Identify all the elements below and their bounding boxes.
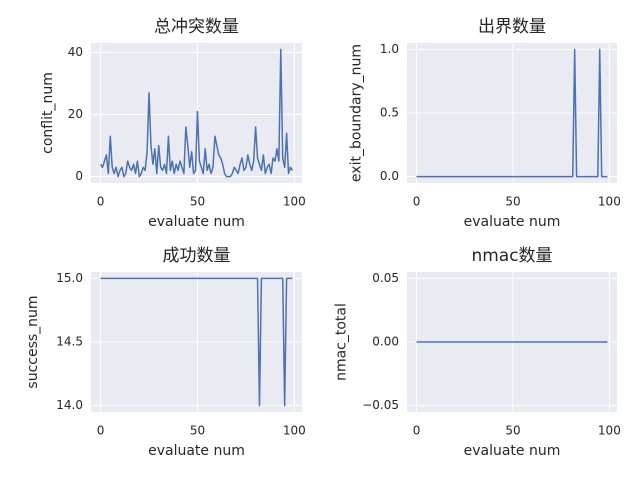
y-tick-label: 15.0 xyxy=(56,271,83,285)
x-tick-label: 50 xyxy=(505,195,520,209)
x-tick-label: 50 xyxy=(190,195,205,209)
y-axis-label: success_num xyxy=(25,295,41,388)
x-axis-label: evaluate num xyxy=(464,443,561,459)
y-tick-label: 20 xyxy=(68,107,83,121)
data-line xyxy=(99,48,294,178)
x-tick-label: 0 xyxy=(413,195,421,209)
y-tick-label: 1.0 xyxy=(380,42,399,56)
subplot-title: 成功数量 xyxy=(163,246,231,266)
x-tick-label: 0 xyxy=(97,195,105,209)
y-axis-label: nmac_total xyxy=(334,303,350,381)
x-tick-label: 100 xyxy=(598,424,621,438)
data-line xyxy=(416,48,608,178)
x-tick-label: 100 xyxy=(283,195,306,209)
x-tick-label: 100 xyxy=(598,195,621,209)
x-tick-label: 50 xyxy=(190,424,205,438)
y-tick-label: 0.05 xyxy=(372,271,399,285)
x-tick-label: 0 xyxy=(413,424,421,438)
y-tick-label: 14.5 xyxy=(56,335,83,349)
y-axis-label: conflit_num xyxy=(40,72,56,154)
subplot-title: nmac数量 xyxy=(471,246,552,266)
data-line xyxy=(100,277,293,407)
y-tick-label: 14.0 xyxy=(56,398,83,412)
y-tick-label: 40 xyxy=(68,45,83,59)
x-axis-label: evaluate num xyxy=(148,443,245,459)
y-tick-label: 0.5 xyxy=(380,106,399,120)
y-tick-label: −0.05 xyxy=(362,398,399,412)
y-tick-label: 0.00 xyxy=(372,335,399,349)
x-axis-label: evaluate num xyxy=(464,214,561,230)
subplot-title: 总冲突数量 xyxy=(154,17,239,37)
x-tick-label: 0 xyxy=(97,424,105,438)
x-tick-label: 100 xyxy=(283,424,306,438)
subplot-title: 出界数量 xyxy=(478,17,546,37)
y-tick-label: 0 xyxy=(75,169,83,183)
y-axis-label: exit_boundary_num xyxy=(349,44,365,182)
y-tick-label: 0.0 xyxy=(380,169,399,183)
x-tick-label: 50 xyxy=(505,424,520,438)
x-axis-label: evaluate num xyxy=(148,214,245,230)
